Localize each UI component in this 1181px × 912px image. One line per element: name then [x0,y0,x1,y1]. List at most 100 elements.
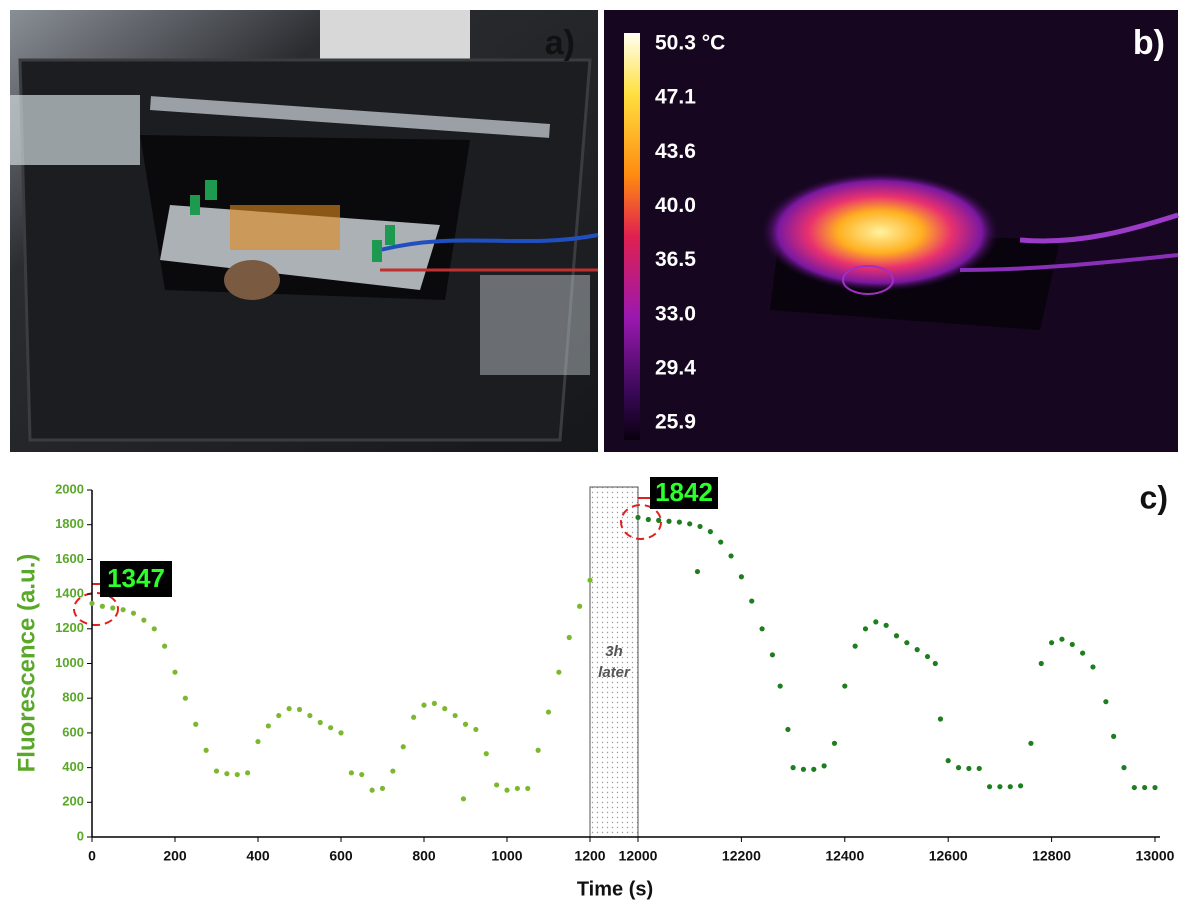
data-point [790,765,796,771]
data-point [1080,650,1086,656]
data-point [945,758,951,764]
y-tick-label: 600 [62,724,84,739]
data-point [1059,636,1065,642]
data-point [738,574,745,580]
data-point [462,721,469,727]
data-point [379,785,386,792]
data-point [932,660,938,667]
x-tick-label: 12200 [722,848,761,864]
data-point [852,643,858,649]
data-point [777,683,783,689]
data-point [1028,740,1034,746]
data-point [800,766,807,772]
data-point [213,768,220,774]
photo-b: b) 50.3 °C 47.1 43.6 40.0 36.5 33.0 29.4 25.9 [604,10,1179,452]
x-tick-label: 1200 [574,848,605,864]
data-point [120,607,126,613]
data-point [286,706,292,712]
data-point [842,683,848,689]
x-tick-label: 12400 [825,848,864,864]
data-point [162,643,168,649]
data-point [431,700,437,707]
x-tick-label: 1000 [491,848,522,864]
data-point [676,519,682,525]
data-point [1152,784,1158,791]
data-point [1131,784,1137,791]
gap-text: later [598,664,631,681]
x-tick-label: 13000 [1136,848,1175,864]
data-point [883,622,889,628]
colorbar-label: 29.4 [655,356,696,379]
data-point [494,782,500,788]
colorbar-label: 36.5 [655,248,696,271]
data-point [986,784,993,790]
highlight [620,504,662,540]
data-point [873,619,879,625]
data-point [914,647,920,653]
y-tick-label: 2000 [55,481,84,496]
data-point [182,695,188,701]
annotation-box [100,561,172,597]
data-point [390,768,396,774]
data-point [328,725,334,731]
data-point [172,669,178,675]
x-axis-title: Time (s) [577,878,653,900]
data-point [504,787,510,793]
data-point [276,712,282,719]
data-point [130,610,137,616]
data-point [1038,660,1044,667]
x-tick-label: 12000 [619,848,658,864]
y-tick-label: 1400 [55,586,84,601]
annotation: 1842 [655,477,713,507]
data-point [483,751,489,757]
data-point [452,712,458,719]
data-point [1142,784,1148,791]
data-point [317,719,323,726]
data-point [1007,784,1013,790]
data-point [728,553,734,559]
data-point [811,766,817,772]
y-tick-label: 1000 [55,655,84,670]
data-point [785,726,791,733]
gap-text: 3h [605,643,623,660]
data-point [924,653,931,660]
y-tick-label: 1200 [55,620,84,635]
data-point [1049,640,1055,646]
data-point [893,633,900,639]
data-point [635,514,641,521]
colorbar-label: 33.0 [655,302,696,325]
x-tick-label: 400 [246,848,270,864]
colorbar-label: 40.0 [655,194,696,217]
gap-box [589,486,639,838]
data-point [1111,733,1117,739]
data-point [307,712,313,719]
colorbar-label: 47.1 [655,86,696,109]
data-point [1017,783,1024,789]
y-tick-label: 0 [77,828,84,843]
data-point [707,529,713,535]
photo-a: a) [10,10,599,452]
annotation-box [650,477,718,509]
panel-label: b) [1133,24,1165,62]
data-point [203,747,209,753]
data-point [89,600,95,606]
colorbar-label: 50.3 °C [655,32,725,55]
data-point [514,785,520,792]
data-point [976,765,982,772]
data-point [421,702,427,708]
data-point [193,721,199,727]
data-point [234,771,240,778]
data-point [296,706,303,713]
data-point [769,652,776,658]
data-point [151,626,157,632]
colorbar-label: 43.6 [655,140,696,163]
data-point [966,765,972,772]
data-point [265,723,271,729]
data-point [245,770,251,776]
data-point [369,787,375,793]
data-point [587,577,593,583]
data-point [348,770,354,776]
x-tick-label: 600 [329,848,353,864]
data-point [656,517,662,523]
